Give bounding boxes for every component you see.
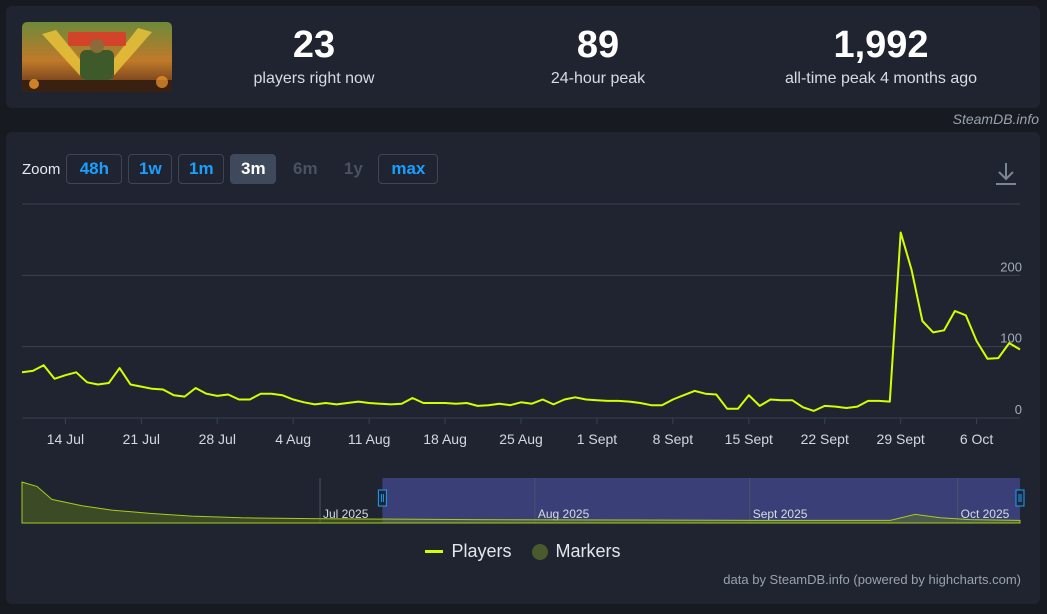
players-line-icon	[425, 550, 444, 553]
x-tick-label: 11 Aug	[348, 431, 391, 447]
x-tick-label: 14 Jul	[47, 431, 84, 447]
navigator-label: Sept 2025	[753, 507, 808, 521]
y-tick-label: 0	[1015, 402, 1022, 417]
navigator-handle-right	[1015, 489, 1025, 507]
legend-markers[interactable]: Markers	[531, 541, 621, 562]
zoom-1w-button[interactable]: 1w	[128, 154, 173, 184]
player-count-chart[interactable]: 0 100 200 14 Jul 21 Jul 28 Jul 4 Aug 11 Aug 18 A…	[6, 132, 1040, 604]
zoom-1y-button: 1y	[334, 154, 373, 184]
game-thumbnail[interactable]	[22, 22, 172, 92]
zoom-1m-button[interactable]: 1m	[178, 154, 225, 184]
navigator-handle-left	[377, 489, 387, 507]
x-tick-label: 28 Jul	[199, 431, 236, 447]
legend-markers-label: Markers	[555, 541, 621, 561]
x-tick-label: 22 Sept	[801, 431, 849, 447]
stats-panel: 23 players right now 89 24-hour peak 1,9…	[6, 6, 1040, 108]
zoom-3m-button[interactable]: 3m	[230, 154, 277, 184]
x-tick-label: 4 Aug	[275, 431, 311, 447]
steamdb-credit[interactable]: SteamDB.info	[952, 111, 1039, 127]
x-tick-label: 8 Sept	[653, 431, 694, 447]
markers-dot-icon	[531, 543, 548, 560]
x-tick-label: 15 Sept	[725, 431, 773, 447]
navigator-label: Oct 2025	[961, 507, 1010, 521]
navigator-label: Jul 2025	[323, 507, 369, 521]
current-players-label: players right now	[253, 70, 375, 87]
peak-24h-label: 24-hour peak	[550, 70, 646, 87]
all-time-peak-label: all-time peak 4 months ago	[784, 70, 978, 87]
stat-current-players: 23 players right now	[234, 24, 394, 90]
zoom-label: Zoom	[22, 160, 61, 178]
all-time-peak-value: 1,992	[833, 24, 929, 66]
navigator-selection	[382, 478, 1020, 523]
players-series-line	[21, 231, 1021, 412]
zoom-max-button[interactable]: max	[378, 154, 439, 184]
download-icon[interactable]	[994, 161, 1018, 187]
chart-legend: Players Markers	[6, 541, 1040, 562]
stat-all-time-peak: 1,992 all-time peak 4 months ago	[761, 24, 1001, 90]
zoom-48h-button[interactable]: 48h	[66, 154, 123, 184]
game-art-icon	[22, 22, 172, 92]
y-tick-label: 100	[1000, 331, 1022, 346]
x-tick-label: 18 Aug	[423, 431, 467, 447]
highcharts-credit[interactable]: data by SteamDB.info (powered by highcha…	[723, 572, 1021, 587]
legend-players[interactable]: Players	[425, 541, 512, 562]
peak-24h-value: 89	[576, 24, 620, 66]
x-tick-label: 6 Oct	[960, 431, 994, 447]
legend-players-label: Players	[451, 541, 512, 561]
navigator-label: Aug 2025	[538, 507, 590, 521]
current-players-value: 23	[292, 24, 336, 66]
chart-panel: Zoom 48h 1w 1m 3m 6m 1y max 0 100 200 14 Ju…	[6, 132, 1040, 604]
x-tick-label: 21 Jul	[123, 431, 160, 447]
y-tick-label: 200	[1000, 259, 1022, 274]
x-tick-label: 1 Sept	[577, 431, 618, 447]
stat-24h-peak: 89 24-hour peak	[518, 24, 678, 90]
navigator-series-area	[21, 481, 1021, 524]
zoom-bar: Zoom 48h 1w 1m 3m 6m 1y max	[22, 153, 444, 185]
x-tick-label: 25 Aug	[499, 431, 543, 447]
zoom-6m-button: 6m	[282, 154, 329, 184]
x-tick-label: 29 Sept	[877, 431, 925, 447]
